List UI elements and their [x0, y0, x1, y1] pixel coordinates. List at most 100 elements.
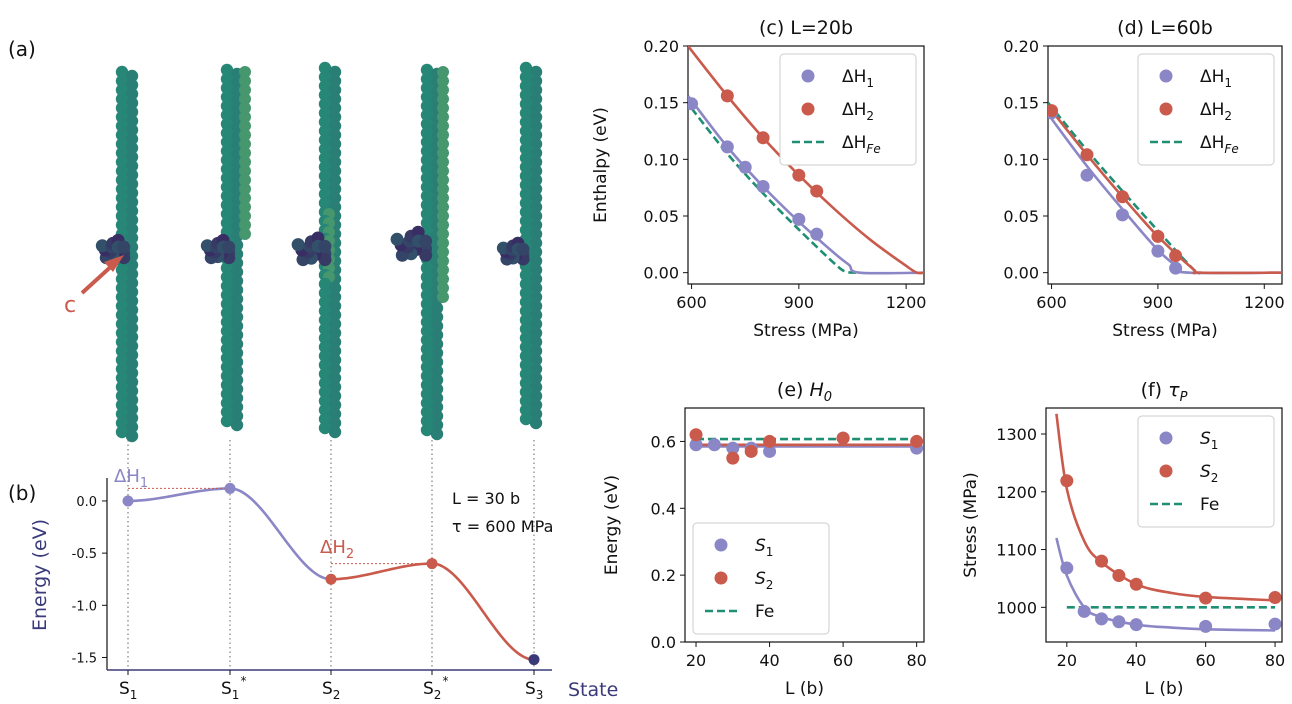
- atom: [516, 243, 529, 256]
- y-tick-label: 0.0: [651, 633, 676, 652]
- atom: [391, 233, 404, 246]
- legend-marker-ΔH2: [802, 103, 815, 116]
- y-tick-label: 0.15: [643, 94, 679, 113]
- point-S1: [1130, 618, 1143, 631]
- point-S2: [763, 435, 776, 448]
- chart-title: (f) τP: [1141, 379, 1188, 405]
- point-S1: [1078, 605, 1091, 618]
- y-tick-label: 0.05: [643, 207, 679, 226]
- snapshot-4: [391, 64, 449, 440]
- chart-title: (d) L=60b: [1117, 17, 1213, 39]
- legend-sub: Fe: [1224, 142, 1238, 156]
- tick-sub: 1: [232, 688, 240, 702]
- atom: [431, 428, 443, 440]
- path-s2-s2star: [331, 564, 432, 580]
- y-tick-label: 0.15: [1003, 94, 1039, 113]
- point-ΔH1: [739, 161, 752, 174]
- tick-base: S: [322, 679, 333, 699]
- legend-base: ΔH: [842, 133, 866, 153]
- point-ΔH2: [1169, 249, 1182, 262]
- y-tick-label: 1100: [996, 541, 1037, 560]
- tick-base: S: [525, 679, 536, 699]
- x-axis-label: Stress (MPa): [753, 321, 859, 341]
- legend-marker-ΔH1: [1160, 70, 1173, 83]
- legend-base: Fe: [755, 602, 774, 622]
- atom: [222, 241, 235, 254]
- legend-base: S: [1200, 462, 1211, 482]
- h0-energy-chart: (e) H020 40 60 800.00.20.40.6L (b)Energy (e…: [602, 379, 927, 699]
- point-ΔH1: [757, 180, 770, 193]
- legend-base: S: [755, 536, 766, 556]
- atom: [239, 228, 251, 240]
- title-italic: H: [809, 379, 823, 401]
- snapshot-5: [497, 62, 542, 429]
- y-tick-label: 0.10: [643, 150, 679, 169]
- enthalpy-chart-l20: (c) L=20b600 900 12000.000.050.100.150.20S…: [591, 17, 926, 341]
- tick-sub: 1: [130, 688, 138, 702]
- legend-label-Fe: Fe: [1200, 495, 1219, 515]
- y-tick-label: 0.2: [651, 566, 676, 585]
- plot-area: [690, 428, 924, 464]
- x-tick-label: 80: [906, 651, 926, 670]
- panel-a-label: (a): [8, 37, 36, 61]
- x-tick-label: 600: [1036, 293, 1067, 312]
- legend-sub: 2: [866, 109, 874, 123]
- x-tick-label: 60: [1195, 651, 1215, 670]
- point-ΔH1: [721, 140, 734, 153]
- peierls-stress-chart: (f) τP20 40 60 801000110012001300L (b)Stres…: [961, 379, 1285, 699]
- legend-base: ΔH: [842, 100, 866, 120]
- x-tick-label: 60: [833, 651, 853, 670]
- point-S1: [1199, 620, 1212, 633]
- title-base: (e): [777, 379, 810, 401]
- y-tick-label: 0.10: [1003, 150, 1039, 169]
- x-tick-label-S1*: S1*: [221, 674, 246, 702]
- point-ΔH1: [1151, 245, 1164, 258]
- x-axis-label: L (b): [1145, 679, 1184, 699]
- point-S2: [1060, 474, 1073, 487]
- point-ΔH1: [1081, 169, 1094, 182]
- point-ΔH2: [792, 169, 805, 182]
- point-S2: [1130, 578, 1143, 591]
- state-point-S3: [529, 654, 540, 665]
- x-tick-label: 900: [1143, 293, 1174, 312]
- info-stress: τ = 600 MPa: [452, 517, 553, 536]
- point-ΔH1: [685, 97, 698, 110]
- y-tick-label: 0.00: [1003, 264, 1039, 283]
- point-S2: [1095, 555, 1108, 568]
- point-ΔH2: [1116, 190, 1129, 203]
- x-tick-label: 600: [676, 293, 707, 312]
- x-tick-label: 1200: [1244, 293, 1285, 312]
- legend-sub: 1: [1211, 438, 1219, 452]
- y-tick-label: 0.00: [643, 264, 679, 283]
- state-point-S2*: [427, 558, 438, 569]
- enthalpy-chart-l60: (d) L=60b600 900 12000.000.050.100.150.20S…: [1003, 17, 1284, 341]
- title-sub: 0: [824, 390, 832, 405]
- x-axis-label: State: [568, 679, 618, 701]
- legend-base: Fe: [1200, 495, 1219, 515]
- legend-marker-ΔH2: [1160, 103, 1173, 116]
- title-base: (f): [1141, 379, 1169, 401]
- y-tick-label: -1.0: [72, 599, 97, 614]
- legend-sub: 2: [1224, 109, 1232, 123]
- point-S2: [726, 452, 739, 465]
- x-tick-label: 1200: [886, 293, 927, 312]
- point-ΔH1: [1116, 208, 1129, 221]
- legend-sub: 2: [1211, 471, 1219, 485]
- legend-base: ΔH: [1200, 100, 1224, 120]
- point-S1: [1060, 562, 1073, 575]
- atom: [329, 426, 341, 438]
- atom: [292, 238, 305, 251]
- x-tick-label: 20: [1057, 651, 1077, 670]
- tick-base: S: [423, 679, 434, 699]
- point-S2: [910, 435, 923, 448]
- y-tick-label: 0.05: [1003, 207, 1039, 226]
- x-tick-label-S2: S2: [322, 679, 340, 702]
- y-axis-label: Energy (eV): [29, 519, 51, 631]
- tick-sub: 3: [536, 688, 544, 702]
- x-axis-label: L (b): [785, 679, 824, 699]
- dh2-base: ΔH: [320, 537, 346, 558]
- y-tick-label: -1.5: [72, 651, 97, 666]
- legend-sub: 1: [1224, 76, 1232, 90]
